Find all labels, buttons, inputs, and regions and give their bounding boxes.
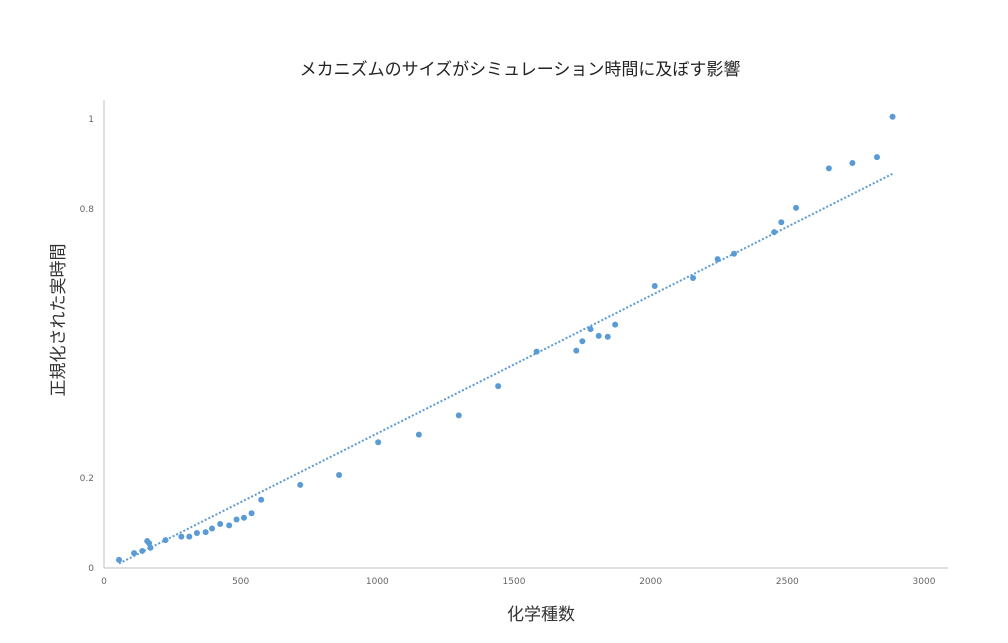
- data-point: [873, 154, 880, 161]
- data-point: [612, 321, 619, 328]
- data-point: [415, 431, 422, 438]
- data-point: [258, 496, 265, 503]
- y-tick-label: 0.8: [80, 205, 95, 215]
- data-point: [889, 113, 896, 120]
- data-point: [595, 332, 602, 339]
- data-point: [147, 544, 154, 551]
- trendline-path: [118, 172, 894, 565]
- data-point: [217, 520, 224, 527]
- data-point: [297, 481, 304, 488]
- data-point: [714, 256, 721, 263]
- data-point: [193, 529, 200, 536]
- data-point: [825, 165, 832, 172]
- x-tick-labels: 0 500 1000 1500 2000 2500 3000: [101, 577, 936, 587]
- x-axis-label: 化学種数: [507, 605, 575, 625]
- trendline: [118, 172, 894, 565]
- data-points: [116, 113, 896, 563]
- x-tick-label: 1000: [366, 577, 389, 587]
- data-point: [690, 274, 697, 281]
- data-point: [495, 383, 502, 390]
- data-point: [771, 229, 778, 236]
- x-tick-label: 2500: [776, 577, 799, 587]
- data-point: [579, 338, 586, 345]
- data-point: [587, 326, 594, 333]
- data-point: [455, 412, 462, 419]
- x-tick-label: 0: [101, 577, 107, 587]
- data-point: [793, 204, 800, 211]
- data-point: [533, 348, 540, 355]
- data-point: [226, 522, 233, 529]
- data-point: [186, 533, 193, 540]
- data-point: [131, 550, 138, 557]
- data-point: [178, 533, 185, 540]
- chart-title: メカニズムのサイズがシミュレーション時間に及ぼす影響: [300, 60, 741, 80]
- data-point: [139, 547, 146, 554]
- data-point: [375, 439, 382, 446]
- data-point: [849, 160, 856, 167]
- x-tick-label: 2000: [639, 577, 662, 587]
- data-point: [240, 514, 247, 521]
- x-tick-label: 1500: [503, 577, 526, 587]
- y-axis-label: 正規化された実時間: [49, 244, 69, 397]
- y-tick-labels: 0 0.2 0.8 1: [80, 115, 95, 574]
- y-tick-label: 0: [88, 564, 94, 574]
- data-point: [604, 333, 611, 340]
- x-tick-label: 3000: [913, 577, 936, 587]
- data-point: [208, 525, 215, 532]
- data-point: [116, 556, 123, 563]
- y-tick-label: 0.2: [80, 474, 94, 484]
- data-point: [202, 529, 209, 536]
- data-point: [731, 250, 738, 257]
- data-point: [248, 510, 255, 517]
- data-point: [651, 283, 658, 290]
- y-tick-label: 1: [88, 115, 94, 125]
- data-point: [162, 537, 169, 544]
- data-point: [778, 219, 785, 226]
- data-point: [573, 347, 580, 354]
- data-point: [336, 472, 343, 479]
- data-point: [233, 516, 240, 523]
- x-tick-label: 500: [232, 577, 249, 587]
